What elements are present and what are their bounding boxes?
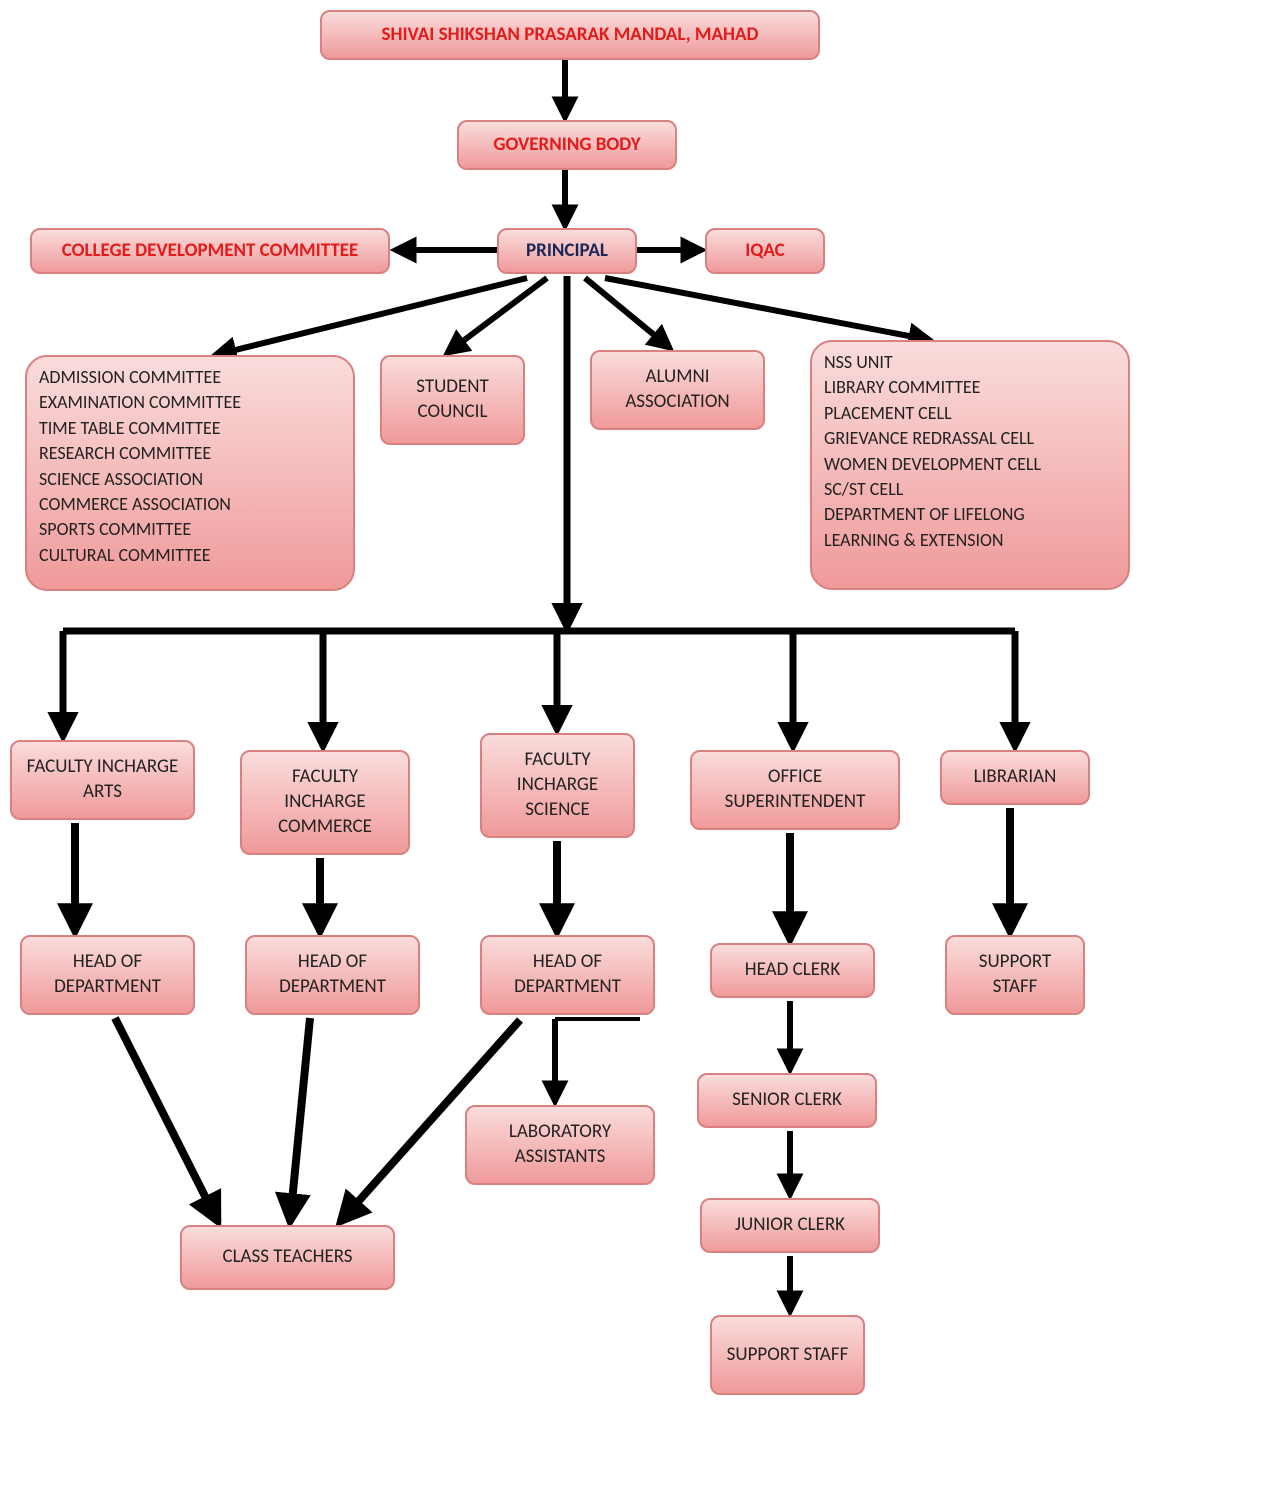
node-senClerk: SENIOR CLERK xyxy=(697,1073,877,1128)
node-hod2: HEAD OF DEPARTMENT xyxy=(245,935,420,1015)
list-item: CULTURAL COMMITTEE xyxy=(39,544,211,567)
node-leftList: ADMISSION COMMITTEEEXAMINATION COMMITTEE… xyxy=(25,355,355,591)
node-label: CLASS TEACHERS xyxy=(222,1245,352,1270)
list-item: PLACEMENT CELL xyxy=(824,402,952,425)
node-labAsst: LABORATORY ASSISTANTS xyxy=(465,1105,655,1185)
list-item: SCIENCE ASSOCIATION xyxy=(39,468,203,491)
node-classT: CLASS TEACHERS xyxy=(180,1225,395,1290)
node-label: SUPPORT STAFF xyxy=(727,1343,849,1368)
node-label: FACULTY INCHARGE ARTS xyxy=(24,755,181,804)
node-alumni: ALUMNI ASSOCIATION xyxy=(590,350,765,430)
node-supStaff1: SUPPORT STAFF xyxy=(945,935,1085,1015)
list-item: TIME TABLE COMMITTEE xyxy=(39,417,221,440)
node-label: SUPPORT STAFF xyxy=(959,950,1071,999)
node-label: SENIOR CLERK xyxy=(732,1088,842,1113)
list-item: SC/ST CELL xyxy=(824,478,903,501)
list-item: RESEARCH COMMITTEE xyxy=(39,442,211,465)
list-item: WOMEN DEVELOPMENT CELL xyxy=(824,453,1041,476)
node-iqac: IQAC xyxy=(705,228,825,274)
node-top: SHIVAI SHIKSHAN PRASARAK MANDAL, MAHAD xyxy=(320,10,820,60)
node-label: PRINCIPAL xyxy=(526,239,608,264)
list-item: DEPARTMENT OF LIFELONG xyxy=(824,503,1025,526)
node-label: GOVERNING BODY xyxy=(493,133,640,158)
list-item: NSS UNIT xyxy=(824,351,893,374)
node-cdc: COLLEGE DEVELOPMENT COMMITTEE xyxy=(30,228,390,274)
list-item: ADMISSION COMMITTEE xyxy=(39,366,221,389)
node-label: STUDENT COUNCIL xyxy=(394,375,511,424)
list-item: EXAMINATION COMMITTEE xyxy=(39,391,241,414)
node-label: HEAD CLERK xyxy=(745,958,840,983)
node-hod1: HEAD OF DEPARTMENT xyxy=(20,935,195,1015)
node-hod3: HEAD OF DEPARTMENT xyxy=(480,935,655,1015)
node-lib: LIBRARIAN xyxy=(940,750,1090,805)
node-principal: PRINCIPAL xyxy=(497,228,637,274)
list-item: GRIEVANCE REDRASSAL CELL xyxy=(824,427,1034,450)
node-label: OFFICE SUPERINTENDENT xyxy=(704,765,886,814)
list-item: LEARNING & EXTENSION xyxy=(824,529,1004,552)
list-item: LIBRARY COMMITTEE xyxy=(824,376,980,399)
node-label: FACULTY INCHARGE COMMERCE xyxy=(254,765,396,839)
node-facSci: FACULTY INCHARGE SCIENCE xyxy=(480,733,635,838)
node-gov: GOVERNING BODY xyxy=(457,120,677,170)
node-label: LABORATORY ASSISTANTS xyxy=(479,1120,641,1169)
node-label: LIBRARIAN xyxy=(974,765,1057,790)
list-item: SPORTS COMMITTEE xyxy=(39,518,191,541)
node-facArts: FACULTY INCHARGE ARTS xyxy=(10,740,195,820)
node-label: COLLEGE DEVELOPMENT COMMITTEE xyxy=(62,239,359,264)
node-junClerk: JUNIOR CLERK xyxy=(700,1198,880,1253)
node-rightList: NSS UNITLIBRARY COMMITTEE PLACEMENT CELLG… xyxy=(810,340,1130,590)
node-label: HEAD OF DEPARTMENT xyxy=(259,950,406,999)
node-label: HEAD OF DEPARTMENT xyxy=(494,950,641,999)
node-headClerk: HEAD CLERK xyxy=(710,943,875,998)
node-label: ALUMNI ASSOCIATION xyxy=(604,365,751,414)
node-label: JUNIOR CLERK xyxy=(735,1213,845,1238)
list-item: COMMERCE ASSOCIATION xyxy=(39,493,231,516)
node-label: SHIVAI SHIKSHAN PRASARAK MANDAL, MAHAD xyxy=(382,23,759,48)
node-student: STUDENT COUNCIL xyxy=(380,355,525,445)
node-label: HEAD OF DEPARTMENT xyxy=(34,950,181,999)
node-office: OFFICE SUPERINTENDENT xyxy=(690,750,900,830)
node-label: IQAC xyxy=(745,239,784,264)
node-label: FACULTY INCHARGE SCIENCE xyxy=(494,748,621,822)
node-facCom: FACULTY INCHARGE COMMERCE xyxy=(240,750,410,855)
node-supStaff2: SUPPORT STAFF xyxy=(710,1315,865,1395)
